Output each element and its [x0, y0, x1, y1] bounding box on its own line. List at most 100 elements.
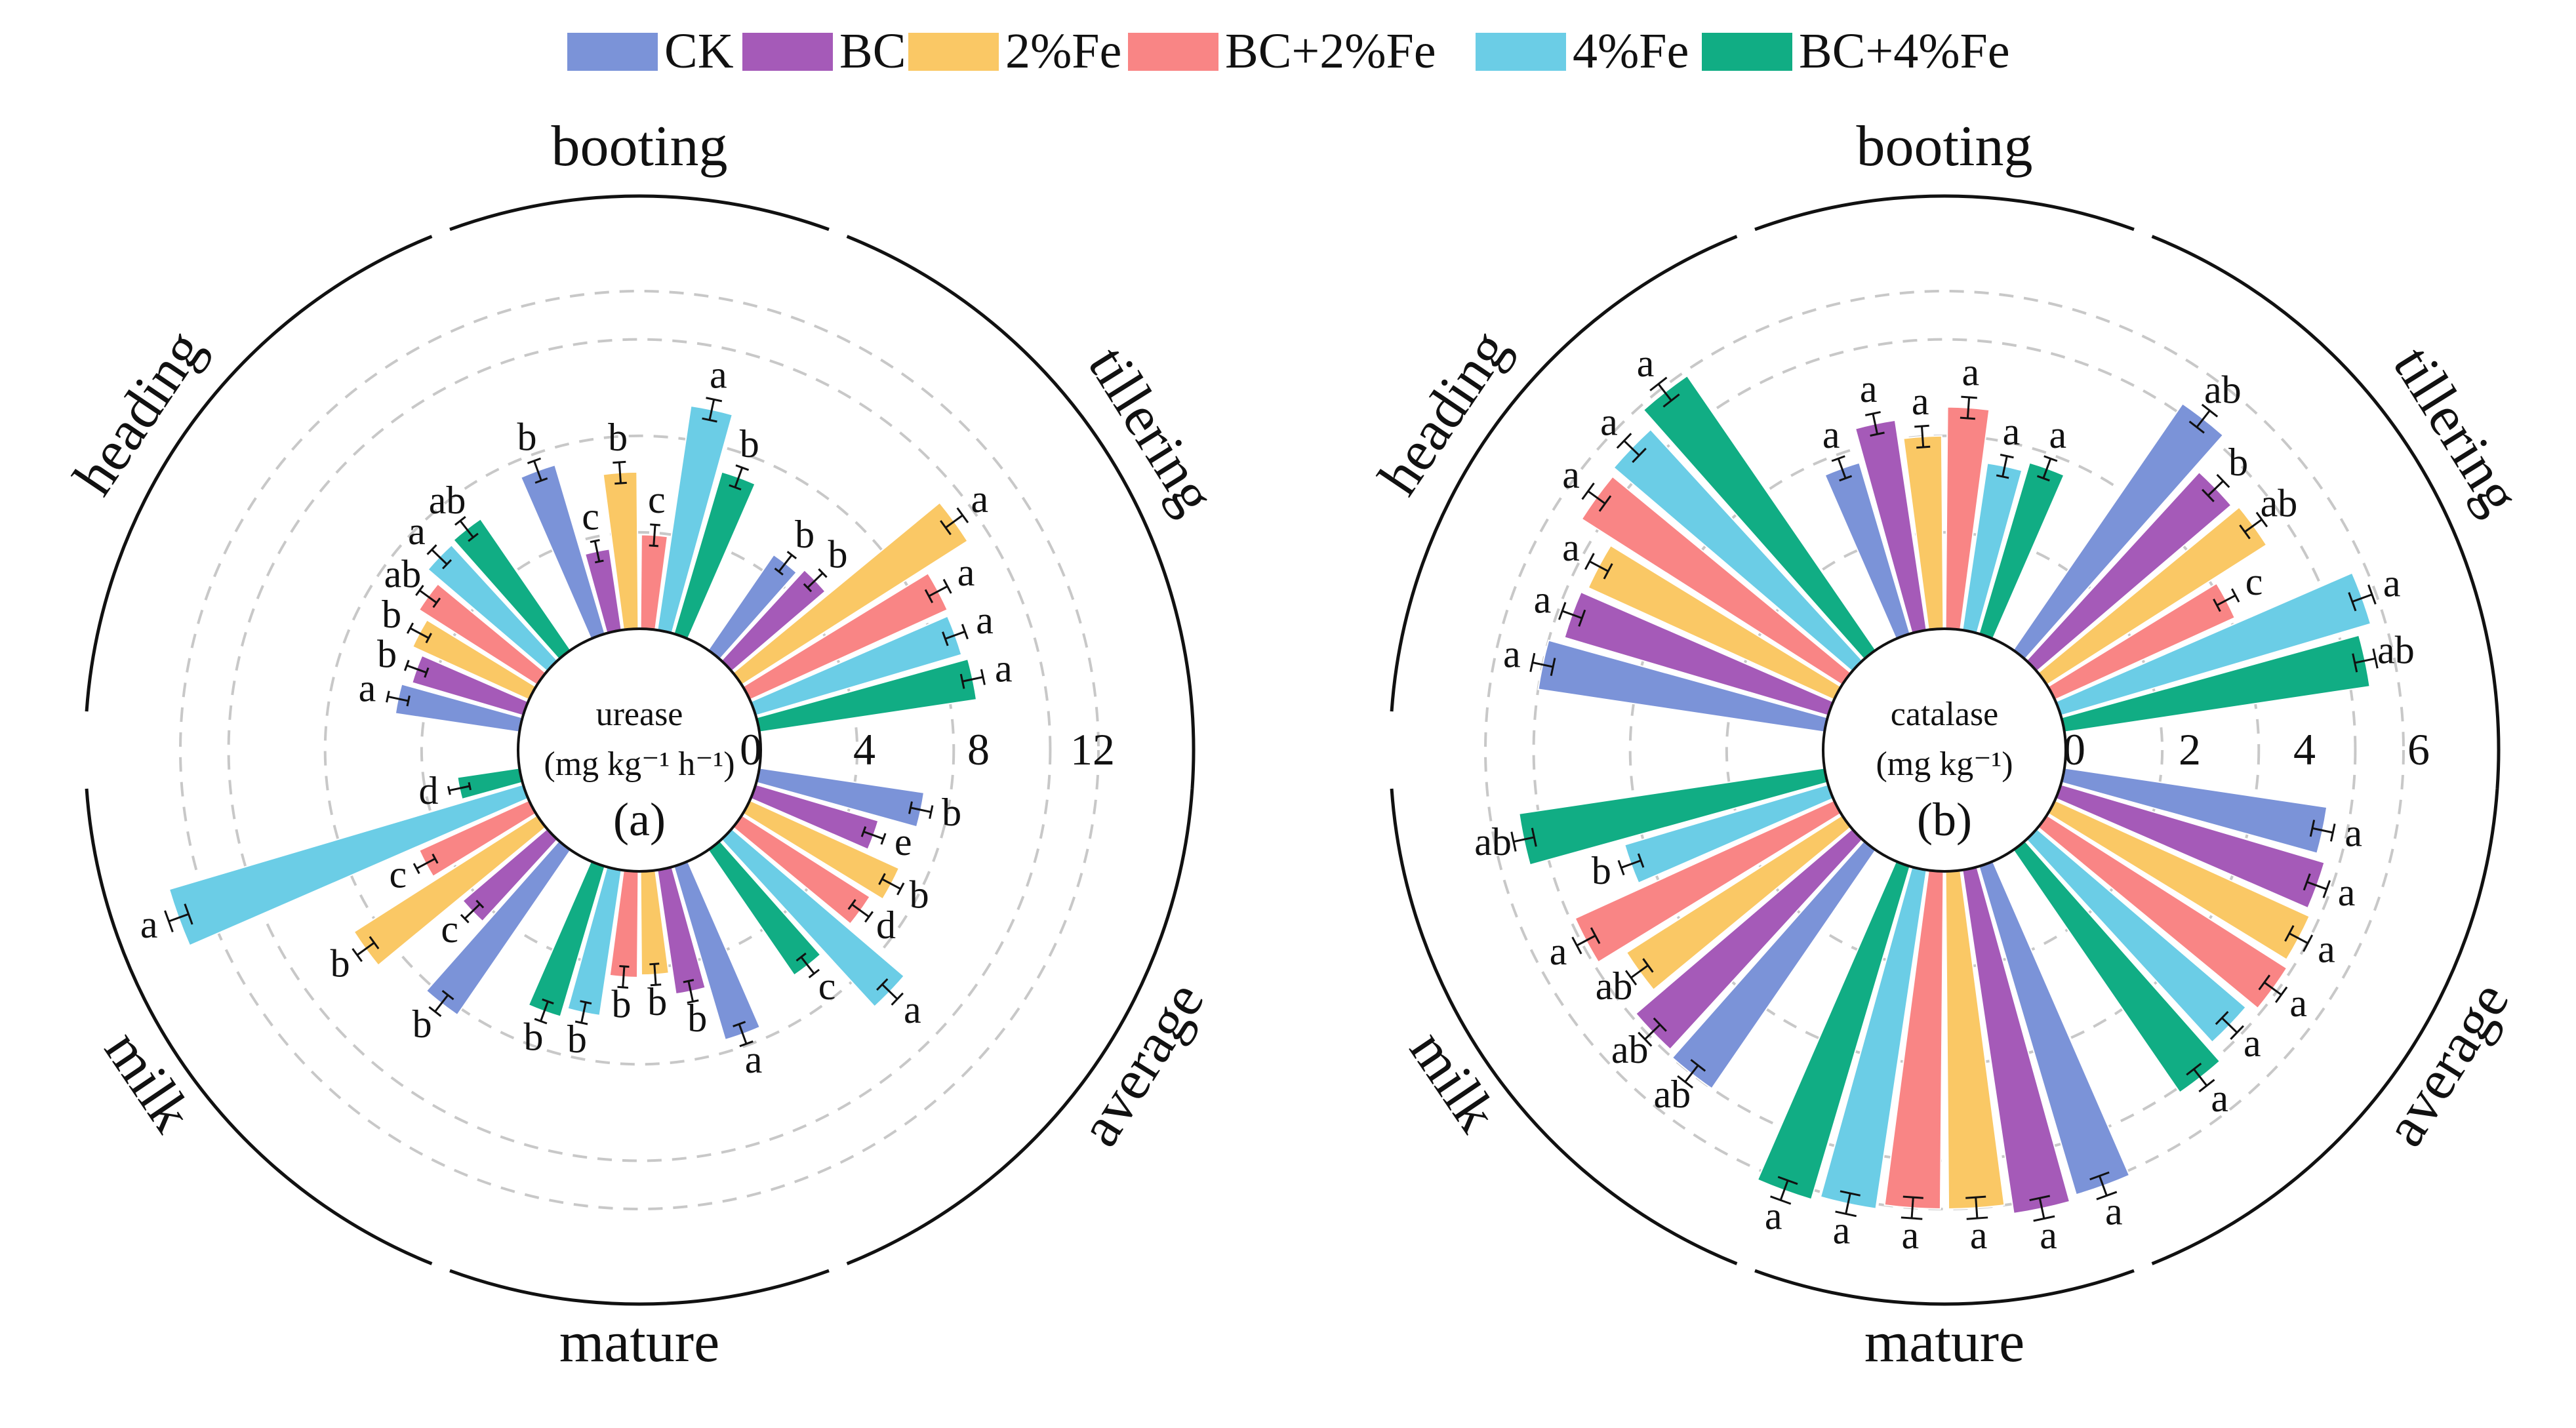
catalase-phase-label-average: average [2373, 971, 2522, 1157]
urease-error-bar [454, 516, 479, 542]
urease-phase-arc-average [846, 788, 1194, 1265]
catalase-sig-letter-heading-bc: a [1534, 578, 1552, 622]
urease-error-bar [447, 782, 472, 795]
urease-radial-tick-label: 0 [740, 724, 762, 774]
urease-sig-letter-average-bc-4-fe: c [818, 964, 836, 1008]
catalase-sig-letter-mature-4-fe: a [1833, 1209, 1851, 1252]
catalase-sig-letter-booting-bc: a [1860, 367, 1878, 410]
urease-sig-letter-booting-4-fe: a [710, 353, 727, 397]
urease-error-bar [940, 507, 969, 536]
urease-sig-letter-tillering-bc-2-fe: a [957, 551, 975, 594]
catalase-sig-letter-mature-2-fe: a [1970, 1214, 1988, 1257]
urease-error-bar [847, 899, 874, 923]
urease-error-bar [774, 551, 797, 576]
urease-gridline [420, 530, 859, 970]
urease-error-bar [403, 660, 430, 678]
catalase-phase-label-milk: milk [1397, 1020, 1509, 1143]
catalase-sig-letter-tillering-ck: ab [2204, 368, 2242, 412]
urease-sig-letter-milk-2-fe: b [331, 942, 350, 985]
catalase-phase-label-heading: heading [1367, 319, 1521, 506]
urease-error-bar [460, 900, 485, 924]
urease-sig-letter-mature-2-fe: b [647, 980, 667, 1023]
catalase-error-bar [2186, 1062, 2215, 1093]
legend-label-bc-2-fe: BC+2%Fe [1225, 24, 1436, 79]
catalase-sig-letter-booting-ck: a [1822, 413, 1840, 456]
catalase-error-bar [1835, 1190, 1861, 1218]
catalase-sig-letter-heading-ck: a [1503, 633, 1521, 676]
urease-error-bar [733, 1021, 754, 1048]
urease-sig-letter-booting-bc-2-fe: c [648, 478, 666, 521]
catalase-sig-letter-booting-bc-4-fe: a [2049, 413, 2066, 456]
catalase-error-bar [1510, 827, 1537, 852]
catalase-gridline [1484, 290, 2405, 1210]
catalase-sig-letter-milk-bc-2-fe: a [1550, 930, 1567, 973]
urease-error-bar [527, 457, 548, 484]
catalase-error-bar [1581, 482, 1612, 512]
catalase-sig-letter-milk-bc-4-fe: ab [1474, 820, 1512, 863]
legend-label-4-fe: 4%Fe [1573, 24, 1689, 79]
catalase-sig-letter-average-2-fe: a [2318, 927, 2335, 970]
urease-sig-letter-tillering-bc-4-fe: a [995, 647, 1013, 690]
catalase-sig-letter-tillering-2-fe: ab [2261, 481, 2298, 525]
urease-radial-tick-label: 4 [853, 724, 875, 774]
catalase-sig-letter-average-bc-2-fe: a [2289, 982, 2307, 1025]
urease-sig-letter-average-ck: b [942, 791, 961, 834]
urease-gridline [227, 338, 1052, 1162]
catalase-error-bar [2215, 1010, 2244, 1040]
catalase-sig-letter-tillering-4-fe: a [2383, 561, 2401, 605]
catalase-error-bar [1638, 1017, 1667, 1047]
catalase-panel-letter: (b) [1917, 793, 1972, 846]
urease-error-bar [649, 962, 662, 987]
urease-gridline [179, 290, 1100, 1210]
legend-swatch-bc-2-fe [1128, 33, 1218, 71]
catalase-sig-letter-heading-bc-4-fe: a [1637, 342, 1655, 385]
urease-error-bar [803, 568, 828, 593]
urease-sig-letter-heading-bc: b [377, 633, 397, 676]
catalase-error-bar [1677, 1059, 1706, 1089]
catalase-phase-label-mature: mature [1864, 1311, 2024, 1374]
urease-error-bar [959, 669, 986, 689]
catalase-error-bar [1960, 395, 1977, 420]
urease-sig-letter-heading-4-fe: a [408, 509, 426, 553]
catalase-sig-letter-heading-4-fe: a [1600, 401, 1618, 444]
legend-swatch-bc-4-fe [1702, 33, 1792, 71]
catalase-error-bar [2309, 820, 2336, 842]
catalase-gridline [1725, 530, 2164, 970]
urease-phase-label-milk: milk [92, 1020, 204, 1143]
urease-sig-letter-average-bc: e [895, 820, 912, 863]
catalase-sig-letter-heading-2-fe: a [1562, 526, 1580, 569]
legend-swatch-2-fe [908, 33, 999, 71]
urease-gridline [323, 434, 956, 1066]
urease-phase-arc-heading [85, 235, 433, 712]
urease-sig-letter-tillering-bc: b [828, 533, 848, 576]
catalase-error-bar [1901, 1195, 1923, 1220]
urease-sig-letter-milk-ck: b [413, 1002, 432, 1046]
urease-phase-arc-milk [85, 788, 433, 1265]
catalase-radial-tick-label: 0 [2063, 724, 2085, 774]
urease-error-bar [164, 903, 193, 932]
catalase-error-bar [2089, 1171, 2118, 1200]
urease-sig-letter-milk-4-fe: a [140, 903, 158, 946]
catalase-error-bar [2029, 1195, 2055, 1222]
catalase-radial-tick-label: 6 [2407, 724, 2430, 774]
urease-radial-tick-label: 12 [1070, 724, 1115, 774]
urease-phase-label-booting: booting [552, 115, 728, 178]
catalase-error-bar [2258, 974, 2288, 1003]
catalase-error-bar [2239, 511, 2268, 540]
catalase-error-bar [1996, 454, 2014, 479]
catalase-sig-letter-mature-bc: a [2040, 1214, 2057, 1257]
catalase-error-bar [1831, 455, 1853, 482]
urease-sig-letter-mature-bc-4-fe: b [524, 1015, 544, 1058]
legend: CK BC 2%Fe BC+2%Fe 4%Fe BC+4%Fe [567, 24, 2010, 79]
catalase-error-bar [2348, 584, 2377, 612]
urease-phase-arc-booting [449, 194, 830, 231]
urease-panel-letter: (a) [613, 793, 666, 846]
urease-error-bar [613, 460, 627, 485]
urease-error-bar [426, 544, 453, 570]
catalase-sig-letter-tillering-bc-2-fe: c [2245, 560, 2263, 603]
urease-center-title-line1: urease [596, 696, 683, 733]
catalase-phase-arc-milk [1390, 788, 1738, 1265]
urease-error-bar [876, 978, 904, 1006]
urease-sig-letter-milk-bc-2-fe: c [390, 853, 407, 896]
